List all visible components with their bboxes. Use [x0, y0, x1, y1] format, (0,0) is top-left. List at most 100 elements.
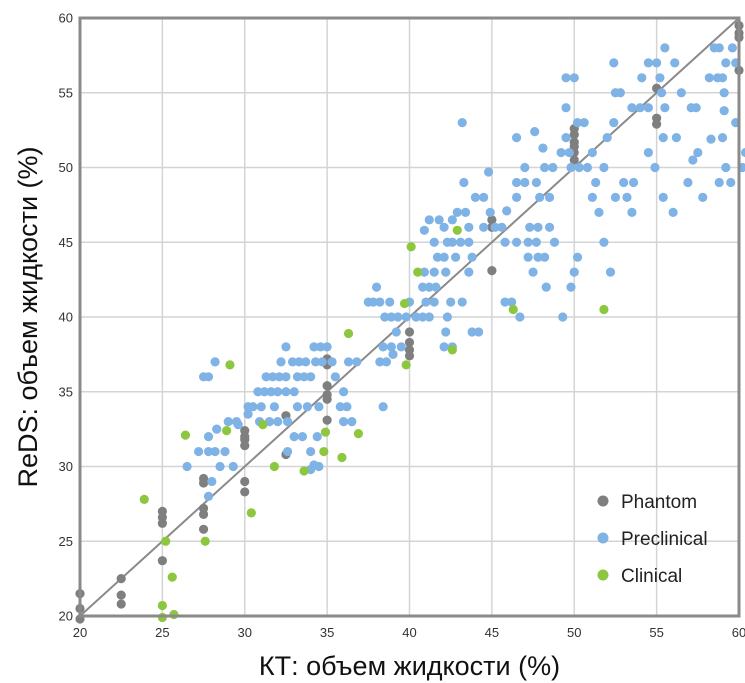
- point-preclinical: [339, 387, 348, 396]
- point-preclinical: [545, 193, 554, 202]
- point-preclinical: [420, 226, 429, 235]
- point-preclinical: [698, 193, 707, 202]
- point-preclinical: [425, 312, 434, 321]
- point-preclinical: [692, 103, 701, 112]
- point-preclinical: [611, 193, 620, 202]
- point-preclinical: [603, 133, 612, 142]
- legend-marker-phantom: [598, 496, 609, 507]
- point-preclinical: [273, 417, 282, 426]
- point-preclinical: [281, 342, 290, 351]
- point-preclinical: [609, 58, 618, 67]
- point-preclinical: [243, 402, 252, 411]
- point-preclinical: [550, 238, 559, 247]
- point-preclinical: [393, 312, 402, 321]
- point-preclinical: [298, 432, 307, 441]
- point-preclinical: [273, 387, 282, 396]
- point-preclinical: [464, 223, 473, 232]
- point-preclinical: [570, 268, 579, 277]
- point-preclinical: [439, 342, 448, 351]
- point-preclinical: [344, 357, 353, 366]
- point-preclinical: [194, 447, 203, 456]
- point-preclinical: [575, 163, 584, 172]
- point-preclinical: [458, 118, 467, 127]
- point-preclinical: [220, 447, 229, 456]
- point-preclinical: [657, 88, 666, 97]
- point-clinical: [161, 537, 170, 546]
- point-preclinical: [515, 312, 524, 321]
- x-tick-label: 30: [238, 625, 252, 640]
- point-preclinical: [718, 73, 727, 82]
- y-tick-label: 35: [59, 384, 73, 399]
- point-preclinical: [636, 103, 645, 112]
- point-preclinical: [497, 223, 506, 232]
- point-preclinical: [721, 58, 730, 67]
- point-preclinical: [599, 163, 608, 172]
- point-phantom: [240, 477, 249, 486]
- point-preclinical: [548, 163, 557, 172]
- point-preclinical: [234, 420, 243, 429]
- point-preclinical: [528, 268, 537, 277]
- y-tick-labels: 202530354045505560: [59, 11, 73, 624]
- point-clinical: [181, 431, 190, 440]
- point-phantom: [158, 519, 167, 528]
- point-preclinical: [382, 357, 391, 366]
- y-axis-title: ReDS: объем жидкости (%): [13, 146, 43, 487]
- point-clinical: [158, 601, 167, 610]
- point-preclinical: [397, 342, 406, 351]
- point-preclinical: [622, 193, 631, 202]
- x-tick-label: 25: [155, 625, 169, 640]
- point-preclinical: [448, 238, 457, 247]
- point-preclinical: [309, 460, 318, 469]
- point-preclinical: [660, 43, 669, 52]
- legend-label-clinical: Clinical: [621, 566, 682, 587]
- point-preclinical: [446, 297, 455, 306]
- point-preclinical: [372, 283, 381, 292]
- point-preclinical: [402, 312, 411, 321]
- point-preclinical: [637, 73, 646, 82]
- point-preclinical: [500, 297, 509, 306]
- point-preclinical: [655, 73, 664, 82]
- point-preclinical: [439, 253, 448, 262]
- x-tick-label: 40: [402, 625, 416, 640]
- point-preclinical: [545, 223, 554, 232]
- point-preclinical: [347, 417, 356, 426]
- x-tick-labels: 20 25 30 35 40 45 50 55 60: [73, 625, 745, 640]
- point-phantom: [405, 327, 414, 336]
- point-preclinical: [314, 402, 323, 411]
- point-phantom: [199, 510, 208, 519]
- point-preclinical: [204, 372, 213, 381]
- point-clinical: [222, 426, 231, 435]
- point-preclinical: [524, 238, 533, 247]
- point-preclinical: [323, 342, 332, 351]
- point-phantom: [323, 381, 332, 390]
- x-tick-label: 50: [567, 625, 581, 640]
- point-preclinical: [538, 143, 547, 152]
- point-preclinical: [431, 283, 440, 292]
- point-preclinical: [670, 58, 679, 67]
- y-tick-label: 40: [59, 310, 73, 325]
- point-preclinical: [441, 268, 450, 277]
- point-preclinical: [565, 148, 574, 157]
- y-tick-label: 30: [59, 459, 73, 474]
- point-preclinical: [525, 223, 534, 232]
- point-preclinical: [313, 432, 322, 441]
- point-preclinical: [283, 447, 292, 456]
- point-preclinical: [532, 238, 541, 247]
- point-preclinical: [512, 193, 521, 202]
- point-preclinical: [375, 297, 384, 306]
- point-preclinical: [276, 357, 285, 366]
- point-phantom: [652, 120, 661, 129]
- point-preclinical: [512, 178, 521, 187]
- point-preclinical: [283, 417, 292, 426]
- point-preclinical: [430, 297, 439, 306]
- point-preclinical: [594, 208, 603, 217]
- point-preclinical: [558, 312, 567, 321]
- point-clinical: [402, 360, 411, 369]
- point-preclinical: [435, 215, 444, 224]
- point-preclinical: [720, 88, 729, 97]
- point-preclinical: [591, 178, 600, 187]
- point-phantom: [240, 441, 249, 450]
- x-tick-label: 45: [485, 625, 499, 640]
- point-clinical: [168, 573, 177, 582]
- point-preclinical: [542, 283, 551, 292]
